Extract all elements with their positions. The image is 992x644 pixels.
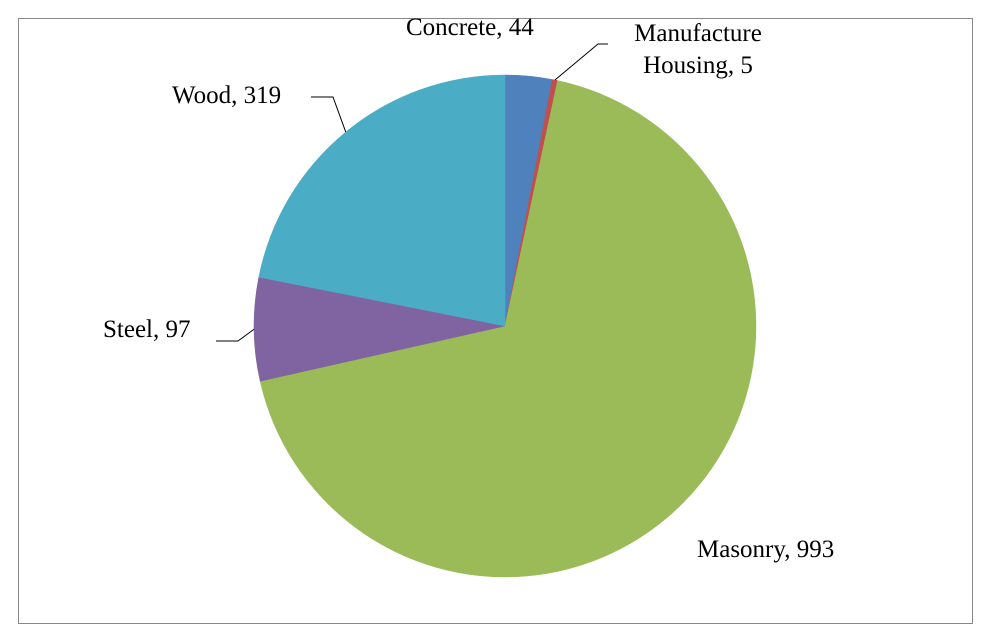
- label-separator: ,: [784, 536, 797, 563]
- label-value: 97: [165, 316, 191, 343]
- label-category: Steel: [103, 316, 153, 343]
- label-category: Concrete: [406, 14, 497, 41]
- label-separator: ,: [496, 14, 509, 41]
- pie-slice: [258, 74, 506, 327]
- label-value: 5: [740, 52, 753, 79]
- data-label: Steel, 97: [103, 314, 191, 346]
- leader-line: [216, 328, 255, 342]
- data-label: Concrete, 44: [406, 12, 534, 44]
- leader-line: [554, 43, 608, 81]
- data-label: Wood, 319: [172, 80, 281, 112]
- label-separator: ,: [231, 82, 244, 109]
- label-separator: ,: [727, 52, 741, 79]
- data-label: Masonry, 993: [697, 534, 834, 566]
- label-category: Masonry: [697, 536, 785, 563]
- chart-frame: [18, 18, 973, 624]
- label-category: Manufacture Housing: [634, 20, 762, 79]
- label-separator: ,: [153, 316, 166, 343]
- leader-line: [311, 96, 347, 133]
- data-label: Manufacture Housing, 5: [612, 18, 784, 82]
- label-value: 44: [508, 14, 534, 41]
- label-category: Wood: [172, 82, 232, 109]
- label-value: 319: [243, 82, 282, 109]
- pie-slice: [259, 80, 757, 578]
- label-value: 993: [796, 536, 835, 563]
